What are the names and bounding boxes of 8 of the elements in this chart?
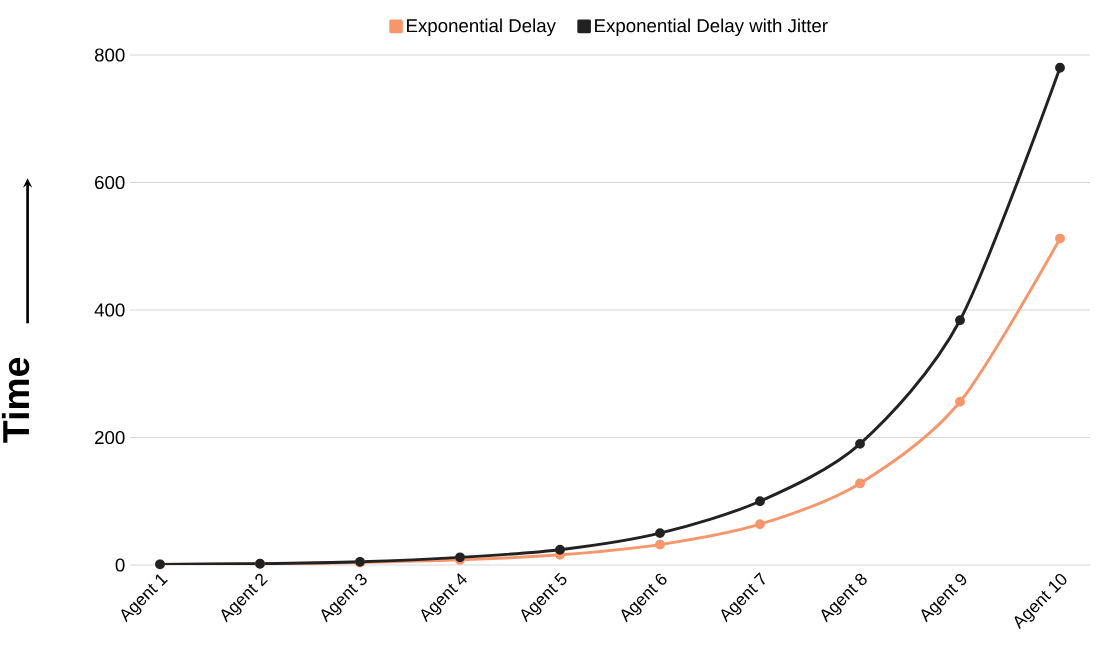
y-tick-label: 200 (95, 430, 125, 445)
y-tick-label: 800 (94, 48, 125, 62)
y-tick-label: 0 (115, 558, 125, 572)
legend-label: Exponential Delay (407, 18, 556, 36)
y-tick-label: 600 (95, 175, 125, 190)
y-tick-label: 400 (94, 303, 125, 317)
y-axis-title: Time (1, 357, 30, 443)
legend-label: Exponential Delay with Jitter (595, 18, 828, 36)
